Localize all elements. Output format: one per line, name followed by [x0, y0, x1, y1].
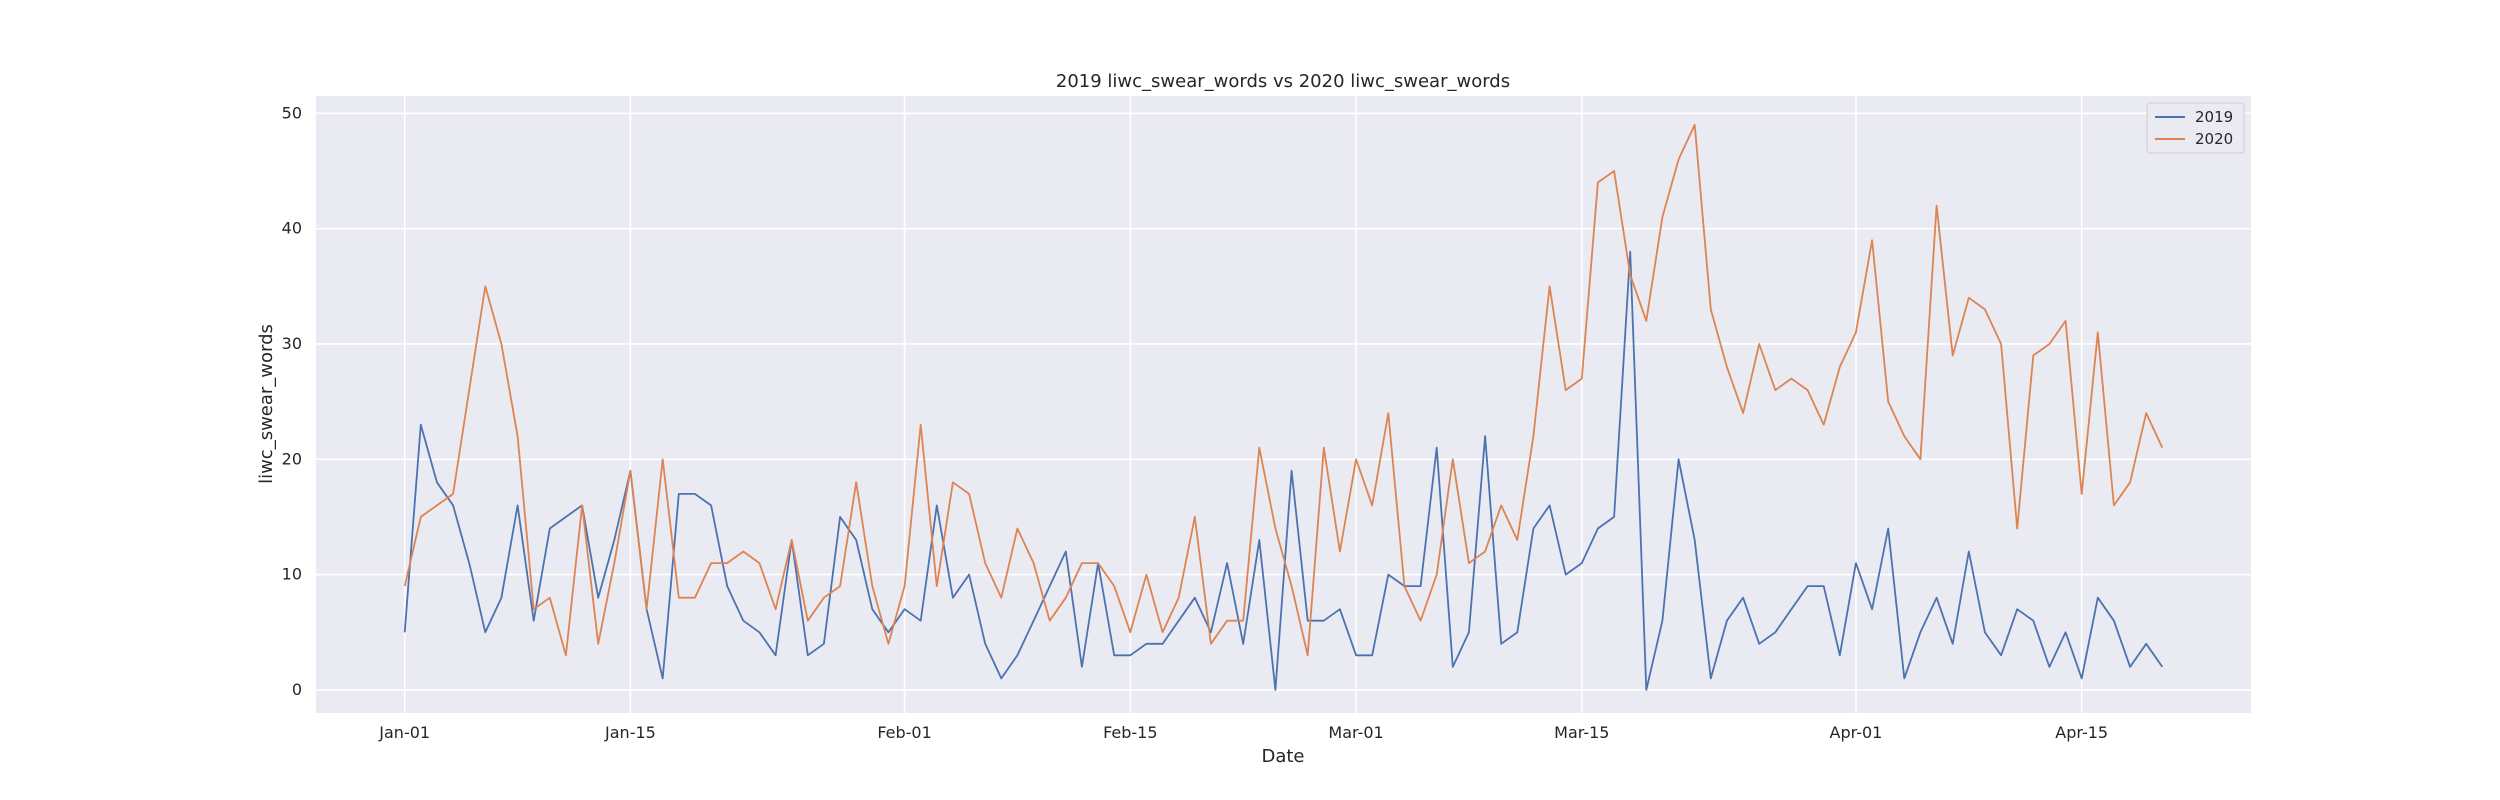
y-tick-label: 20 — [282, 449, 302, 468]
legend: 2019 2020 — [2146, 102, 2245, 154]
series-line-2020 — [403, 123, 2164, 657]
legend-label-2019: 2019 — [2195, 108, 2233, 126]
x-tick-label: Jan-15 — [604, 723, 656, 742]
y-axis-label: liwc_swear_words — [256, 324, 277, 484]
tick-labels: 0 10 20 30 40 50 Jan-01 Jan-15 Feb-01 Feb-15 Mar-0… — [282, 103, 2108, 742]
x-tick-label: Jan-01 — [378, 723, 430, 742]
y-tick-label: 10 — [282, 565, 302, 584]
x-tick-label: Mar-01 — [1328, 723, 1383, 742]
series-line-2019 — [403, 250, 2164, 691]
y-tick-label: 30 — [282, 334, 302, 353]
series-layer — [403, 123, 2164, 691]
y-tick-label: 50 — [282, 103, 302, 122]
chart-title: 2019 liwc_swear_words vs 2020 liwc_swear… — [1056, 71, 1510, 92]
legend-label-2020: 2020 — [2195, 130, 2233, 148]
x-tick-label: Apr-01 — [1830, 723, 1883, 742]
x-tick-label: Feb-15 — [1103, 723, 1157, 742]
x-tick-label: Apr-15 — [2055, 723, 2108, 742]
grid — [316, 96, 2251, 713]
y-tick-label: 40 — [282, 219, 302, 238]
x-tick-label: Feb-01 — [877, 723, 931, 742]
legend-box — [2146, 102, 2245, 154]
x-tick-label: Mar-15 — [1554, 723, 1609, 742]
plot-area — [316, 96, 2251, 713]
y-tick-label: 0 — [292, 680, 302, 699]
x-axis-label: Date — [1261, 746, 1304, 767]
